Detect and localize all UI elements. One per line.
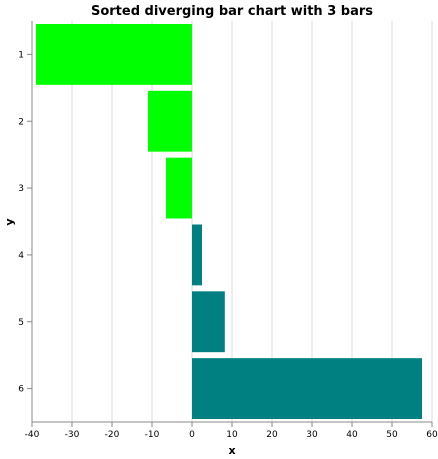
x-tick-label: 20 <box>266 430 278 440</box>
x-tick-label: -30 <box>65 430 80 440</box>
y-tick-label: 6 <box>18 385 24 395</box>
bar <box>192 291 225 353</box>
bar <box>166 157 192 219</box>
bar <box>36 24 192 85</box>
bar <box>192 358 422 419</box>
chart-title: Sorted diverging bar chart with 3 bars <box>91 4 373 19</box>
bar <box>148 90 192 152</box>
x-tick-label: 40 <box>346 430 358 440</box>
y-tick-label: 4 <box>18 251 24 261</box>
x-tick-label: 60 <box>426 430 438 440</box>
x-tick-label: 10 <box>226 430 238 440</box>
grid <box>31 21 433 422</box>
x-axis-title: x <box>228 444 235 457</box>
x-tick-label: 30 <box>306 430 318 440</box>
y-axis: 1 2 3 4 5 6 <box>18 21 33 422</box>
x-axis: -40 -30 -20 -10 0 10 20 30 40 50 60 <box>25 421 438 440</box>
y-tick-label: 5 <box>18 318 24 328</box>
y-tick-label: 3 <box>18 184 24 194</box>
x-tick-label: -20 <box>105 430 120 440</box>
x-tick-label: -40 <box>25 430 40 440</box>
y-axis-title: y <box>3 218 16 225</box>
y-tick-label: 1 <box>18 50 24 60</box>
bar <box>192 224 202 286</box>
x-tick-label: -10 <box>145 430 160 440</box>
x-tick-label: 50 <box>386 430 398 440</box>
y-tick-label: 2 <box>18 117 24 127</box>
bars <box>36 24 422 419</box>
x-tick-label: 0 <box>189 430 195 440</box>
